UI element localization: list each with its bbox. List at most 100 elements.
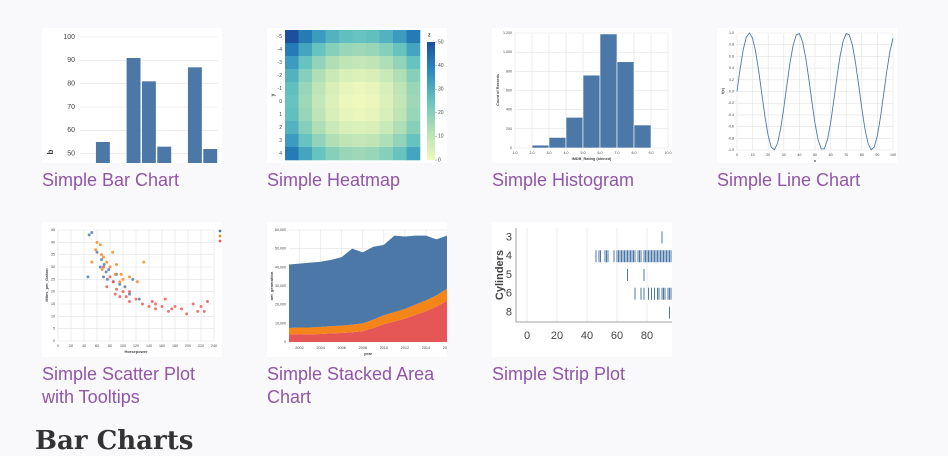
area xyxy=(289,288,447,335)
point xyxy=(147,304,151,308)
bar xyxy=(126,58,141,163)
heatmap-cell xyxy=(325,43,340,57)
y-tick-label: -1 xyxy=(278,86,283,92)
heatmap-cell xyxy=(285,121,299,135)
heatmap-cell xyxy=(285,82,299,96)
y-tick-label: 40 xyxy=(51,240,55,244)
y-tick-label: -3 xyxy=(278,60,283,66)
y-tick-label: 0 xyxy=(53,339,55,343)
heatmap-cell xyxy=(312,134,326,148)
point xyxy=(108,265,112,269)
heatmap-cell xyxy=(393,56,407,70)
point xyxy=(121,277,125,281)
heatmap-cell xyxy=(393,121,407,135)
x-tick-label: 2012 xyxy=(401,346,409,350)
point xyxy=(118,280,122,284)
y-tick-label: 0.8 xyxy=(729,43,734,47)
thumbnail[interactable]: -1.0 -0.8 -0.6 -0.4 -0.2 0.0 0.2 0.4 0.6 0.8 1.0 0 1… xyxy=(717,28,897,163)
heatmap-cell xyxy=(298,121,313,135)
y-tick-label: -4 xyxy=(278,47,283,53)
gallery-item[interactable]: 0 20 40 60 80 3 4 5 6 8 Cylinders Simple Strip Plot xyxy=(492,222,678,386)
point xyxy=(108,275,112,279)
gallery-item[interactable]: -5 -4 -3 -2 -1 0 1 2 3 4 y 0 10 20 30 40 50 z Simple Heatm… xyxy=(267,28,453,192)
gallery-link[interactable]: Simple Heatmap xyxy=(267,170,401,190)
heatmap-cell xyxy=(325,82,340,96)
heatmap-cell xyxy=(312,121,326,135)
y-tick-label: 0 xyxy=(510,146,512,150)
legend-swatch xyxy=(218,229,222,233)
bar xyxy=(565,117,584,149)
point xyxy=(206,300,209,304)
heatmap-cell xyxy=(366,95,380,109)
heatmap-cell xyxy=(339,95,353,109)
bar xyxy=(599,33,618,149)
area xyxy=(289,235,447,328)
gallery-item[interactable]: -1.0 -0.8 -0.6 -0.4 -0.2 0.0 0.2 0.4 0.6 0.8 1.0 0 1… xyxy=(717,28,903,192)
heatmap-cell xyxy=(352,121,367,135)
thumbnail[interactable]: 0 200 400 600 800 1,000 1,200 1.0 2.0 3.0 4.0 5.0 6.… xyxy=(492,28,672,163)
colorbar-label: 10 xyxy=(438,134,444,140)
y-tick-label: 45 xyxy=(51,228,55,232)
y-tick-label: 200 xyxy=(506,127,512,131)
x-tick-label: 2002 xyxy=(295,346,303,350)
point xyxy=(86,275,90,279)
point xyxy=(102,263,106,267)
heatmap-cell xyxy=(379,121,394,135)
point xyxy=(119,272,123,276)
y-tick-label: 3 xyxy=(279,138,282,144)
gallery-item[interactable]: 0 200 400 600 800 1,000 1,200 1.0 2.0 3.0 4.0 5.0 6.… xyxy=(492,28,678,192)
heatmap-cell xyxy=(325,30,340,44)
bar xyxy=(582,74,601,149)
thumbnail[interactable]: 0 5 10 15 20 25 30 35 40 45 0 20 40 60 80 100 120 140 160 1… xyxy=(42,222,222,357)
x-tick-label: 6.0 xyxy=(598,151,603,155)
heatmap-cell xyxy=(379,95,394,109)
y-tick-label: 30 xyxy=(51,265,55,269)
point xyxy=(113,292,117,296)
point xyxy=(90,230,94,234)
x-tick-label: 120 xyxy=(133,344,139,348)
colorbar-label: 40 xyxy=(438,63,444,69)
gallery-item[interactable]: 0 5 10 15 20 25 30 35 40 45 0 20 40 60 80 100 120 140 160 1… xyxy=(42,222,228,409)
x-tick-label: 50 xyxy=(813,153,817,157)
gallery-link[interactable]: Simple Bar Chart xyxy=(42,170,180,190)
x-tick-label: 100 xyxy=(120,344,126,348)
point xyxy=(141,302,144,306)
colorbar-label: 50 xyxy=(438,39,444,45)
heatmap-cell xyxy=(285,134,299,148)
heatmap-cell xyxy=(339,121,353,135)
y-tick-label: 1.0 xyxy=(729,31,734,35)
y-tick-label: -5 xyxy=(278,34,283,40)
heatmap-cell xyxy=(366,43,380,57)
point xyxy=(128,290,131,294)
y-tick-label: 400 xyxy=(506,108,512,112)
heatmap-cell xyxy=(366,82,380,96)
x-axis-title: IMDB_Rating (binned) xyxy=(572,157,612,161)
y-tick-label: -0.4 xyxy=(728,113,734,117)
gallery-link[interactable]: Simple Histogram xyxy=(492,170,635,190)
x-tick-label: 2010 xyxy=(380,346,388,350)
heatmap-cell xyxy=(406,108,421,122)
y-tick-label: 70 xyxy=(67,104,75,111)
y-tick-label: 20,000 xyxy=(275,303,286,307)
thumbnail[interactable]: 0 10,000 20,000 30,000 40,000 50,000 60,000 200… xyxy=(267,222,447,357)
point xyxy=(102,255,105,259)
x-tick-label: 240 xyxy=(211,344,217,348)
gallery-item[interactable]: 50 60 70 80 90 100 b Simple Bar Chart xyxy=(42,28,228,192)
point xyxy=(115,287,118,291)
x-tick-label: 60 xyxy=(829,153,833,157)
thumbnail[interactable]: 50 60 70 80 90 100 b xyxy=(42,28,222,163)
heatmap-cell xyxy=(379,43,394,57)
y-tick-label: 50,000 xyxy=(275,247,286,251)
point xyxy=(170,307,174,311)
heatmap-cell xyxy=(379,69,394,83)
y-tick-label: 0.0 xyxy=(729,89,734,93)
gallery-link[interactable]: Simple Stacked Area Chart xyxy=(267,364,435,407)
gallery-link[interactable]: Simple Scatter Plot with Tooltips xyxy=(42,364,196,407)
point xyxy=(102,265,105,269)
gallery-link[interactable]: Simple Line Chart xyxy=(717,170,861,190)
gallery-link[interactable]: Simple Strip Plot xyxy=(492,364,626,384)
gallery-item[interactable]: 0 10,000 20,000 30,000 40,000 50,000 60,000 200… xyxy=(267,222,453,409)
y-axis-title: b xyxy=(46,149,55,154)
